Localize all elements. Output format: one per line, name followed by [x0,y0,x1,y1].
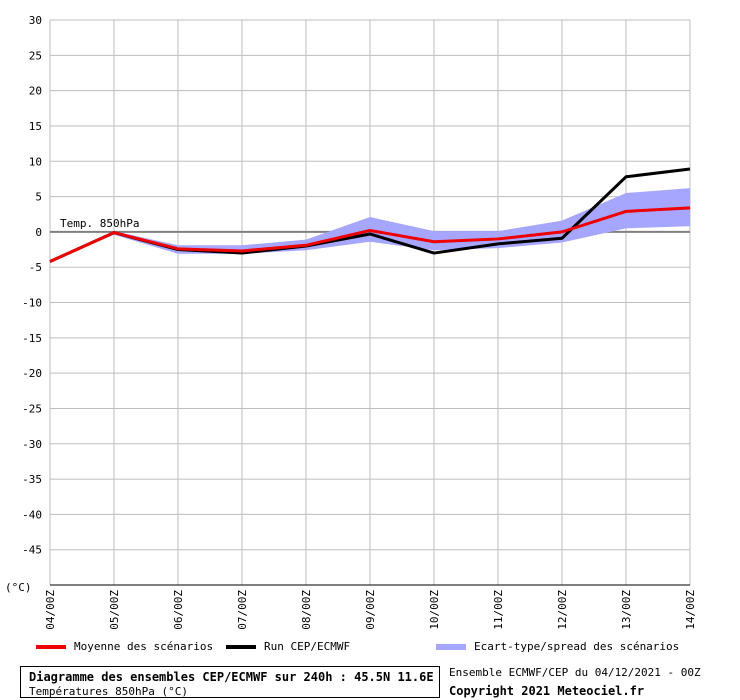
y-tick-label: -25 [22,402,42,415]
temp-annotation: Temp. 850hPa [60,217,139,230]
x-tick-label: 08/00Z [300,590,313,630]
x-tick-label: 06/00Z [172,590,185,630]
mean-line [49,206,691,263]
y-tick-label: 10 [29,155,42,168]
title-box: Diagramme des ensembles CEP/ECMWF sur 24… [20,666,440,698]
y-tick-label: 0 [35,226,42,239]
y-tick-label: 30 [29,14,42,27]
legend-spread-swatch [436,643,466,650]
y-tick-label: 25 [29,49,42,62]
x-tick-label: 11/00Z [492,590,505,630]
legend-mean-label: Moyenne des scénarios [74,640,214,653]
copyright: Copyright 2021 Meteociel.fr [449,684,645,698]
y-tick-label: 15 [29,120,42,133]
y-tick-label: -30 [22,438,42,451]
y-tick-label: -45 [22,544,42,557]
x-tick-label: 04/00Z [44,590,57,630]
y-unit-label: (°C) [5,581,32,594]
run-info: Ensemble ECMWF/CEP du 04/12/2021 - 00Z [449,666,701,679]
y-tick-label: 20 [29,85,42,98]
x-ticks: 04/00Z 05/00Z 06/00Z 07/00Z 08/00Z 09/00Z 10/0… [44,590,697,630]
y-ticks: 30 25 20 15 10 5 0 -5 -10 -15 -20 -25 -30 -35 -40 -45 [22,14,42,557]
legend-run-swatch [226,644,256,649]
grid [49,19,691,586]
x-tick-label: 07/00Z [236,590,249,630]
legend-spread: Ecart-type/spread des scénarios [436,640,679,653]
x-tick-label: 13/00Z [620,590,633,630]
legend-spread-label: Ecart-type/spread des scénarios [474,640,680,653]
x-tick-label: 10/00Z [428,590,441,630]
y-tick-label: -5 [29,261,42,274]
x-tick-label: 05/00Z [108,590,121,630]
x-tick-label: 09/00Z [364,590,377,630]
y-tick-label: -20 [22,367,42,380]
y-tick-label: -35 [22,473,42,486]
x-tick-label: 14/00Z [684,590,697,630]
chart-subtitle: Températures 850hPa (°C) [29,685,188,698]
x-tick-label: 12/00Z [556,590,569,630]
chart-title: Diagramme des ensembles CEP/ECMWF sur 24… [29,670,434,684]
y-tick-label: 5 [35,191,42,204]
y-tick-label: -40 [22,508,42,521]
spread-band [50,188,690,262]
legend-mean: Moyenne des scénarios [36,640,213,653]
y-tick-label: -10 [22,297,42,310]
y-tick-label: -15 [22,332,42,345]
legend-run: Run CEP/ECMWF [226,640,350,653]
legend-run-label: Run CEP/ECMWF [264,640,351,653]
legend-mean-swatch [36,644,66,649]
